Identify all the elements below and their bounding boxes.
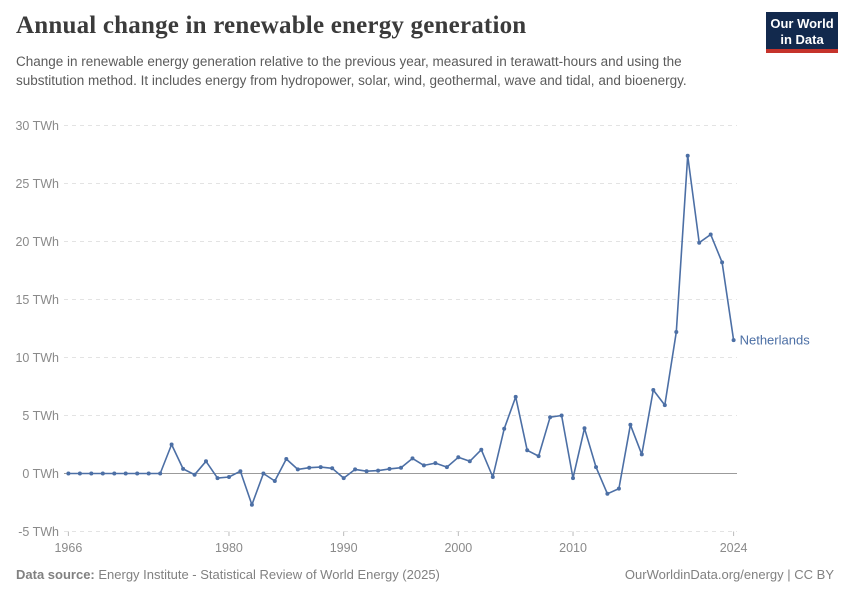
- data-point-1991[interactable]: [353, 467, 358, 472]
- x-axis-label: 2024: [720, 541, 748, 555]
- data-point-1985[interactable]: [284, 457, 289, 461]
- chart-subtitle: Change in renewable energy generation re…: [16, 54, 687, 89]
- x-axis-label: 1990: [330, 541, 358, 555]
- owid-logo-line2: in Data: [780, 32, 824, 47]
- site-link[interactable]: OurWorldinData.org/energy: [624, 567, 784, 582]
- data-point-1986[interactable]: [295, 467, 300, 472]
- license-label: CC BY: [794, 567, 834, 582]
- data-point-1995[interactable]: [399, 465, 403, 470]
- data-point-2002[interactable]: [479, 447, 484, 452]
- data-point-1999[interactable]: [444, 465, 449, 470]
- data-point-2017[interactable]: [651, 388, 656, 392]
- owid-logo-line1: Our World: [770, 16, 834, 31]
- entity-label-netherlands[interactable]: Netherlands: [740, 333, 811, 348]
- data-point-1972[interactable]: [135, 471, 140, 476]
- x-axis-label: 2000: [444, 541, 472, 555]
- data-point-1981[interactable]: [238, 469, 243, 474]
- data-point-2018[interactable]: [662, 403, 667, 408]
- data-point-2005[interactable]: [513, 394, 518, 399]
- data-point-2013[interactable]: [605, 491, 610, 496]
- data-point-1987[interactable]: [307, 465, 312, 470]
- data-point-1992[interactable]: [364, 469, 369, 474]
- data-point-2023[interactable]: [720, 260, 725, 265]
- data-point-1975[interactable]: [169, 442, 174, 447]
- data-point-2019[interactable]: [674, 330, 679, 334]
- data-point-1970[interactable]: [112, 471, 117, 476]
- data-point-1971[interactable]: [123, 471, 128, 476]
- y-axis-label: 30 TWh: [15, 119, 59, 133]
- data-point-1996[interactable]: [410, 456, 415, 461]
- data-point-1967[interactable]: [77, 471, 82, 476]
- series-line-netherlands[interactable]: [67, 154, 735, 506]
- data-point-1993[interactable]: [376, 468, 381, 473]
- data-point-2020[interactable]: [685, 153, 690, 158]
- data-point-2000[interactable]: [456, 455, 461, 460]
- data-point-2003[interactable]: [490, 475, 495, 479]
- y-axis-label: 15 TWh: [15, 293, 59, 307]
- data-point-2012[interactable]: [594, 465, 598, 470]
- data-point-2014[interactable]: [616, 486, 621, 491]
- data-point-1983[interactable]: [261, 471, 266, 476]
- data-point-1997[interactable]: [421, 463, 426, 468]
- data-point-1979[interactable]: [215, 476, 220, 481]
- x-axis-label: 1966: [54, 541, 82, 555]
- data-point-1990[interactable]: [341, 476, 346, 481]
- y-axis-label: 25 TWh: [15, 177, 59, 191]
- data-point-1966[interactable]: [66, 471, 71, 476]
- data-point-2008[interactable]: [548, 415, 553, 420]
- data-point-2001[interactable]: [467, 459, 472, 464]
- data-source-label: Data source:: [16, 567, 95, 582]
- data-point-2004[interactable]: [502, 426, 507, 431]
- data-point-2010[interactable]: [571, 476, 575, 481]
- y-axis-label: 20 TWh: [15, 235, 59, 249]
- data-point-1984[interactable]: [272, 479, 277, 483]
- data-point-1994[interactable]: [387, 466, 392, 471]
- data-point-1982[interactable]: [249, 502, 254, 507]
- data-point-2015[interactable]: [628, 422, 633, 427]
- page-title: Annual change in renewable energy genera…: [16, 12, 527, 39]
- data-point-1973[interactable]: [146, 471, 151, 476]
- data-point-2024[interactable]: [731, 338, 736, 343]
- data-point-1978[interactable]: [204, 459, 208, 464]
- data-point-1998[interactable]: [433, 461, 438, 466]
- x-axis-label: 2010: [559, 541, 587, 555]
- data-point-1980[interactable]: [227, 475, 231, 479]
- data-point-2007[interactable]: [536, 454, 541, 459]
- data-point-1988[interactable]: [318, 465, 323, 470]
- data-point-1969[interactable]: [100, 471, 105, 476]
- data-point-1989[interactable]: [330, 466, 335, 471]
- data-point-2022[interactable]: [708, 232, 713, 237]
- data-point-2006[interactable]: [525, 448, 530, 453]
- data-point-2009[interactable]: [559, 413, 564, 418]
- footer-divider: |: [783, 567, 795, 582]
- data-point-1977[interactable]: [192, 472, 197, 477]
- y-axis-label: -5 TWh: [18, 525, 59, 539]
- data-point-2021[interactable]: [697, 240, 702, 245]
- data-point-2011[interactable]: [582, 426, 587, 431]
- x-axis-label: 1980: [215, 541, 243, 555]
- data-point-1974[interactable]: [158, 471, 163, 476]
- footer-right: OurWorldinData.org/energy | CC BY: [625, 567, 834, 582]
- chart-footer: Data source: Energy Institute - Statisti…: [16, 567, 834, 582]
- data-source-text: Energy Institute - Statistical Review of…: [94, 567, 440, 582]
- y-axis-label: 5 TWh: [22, 409, 59, 423]
- data-source: Data source: Energy Institute - Statisti…: [16, 567, 440, 582]
- owid-logo[interactable]: Our World in Data: [766, 12, 838, 53]
- y-axis-label: 0 TWh: [22, 467, 59, 481]
- data-point-1976[interactable]: [181, 466, 186, 471]
- data-point-1968[interactable]: [89, 471, 94, 476]
- y-axis-label: 10 TWh: [15, 351, 59, 365]
- data-point-2016[interactable]: [639, 452, 644, 457]
